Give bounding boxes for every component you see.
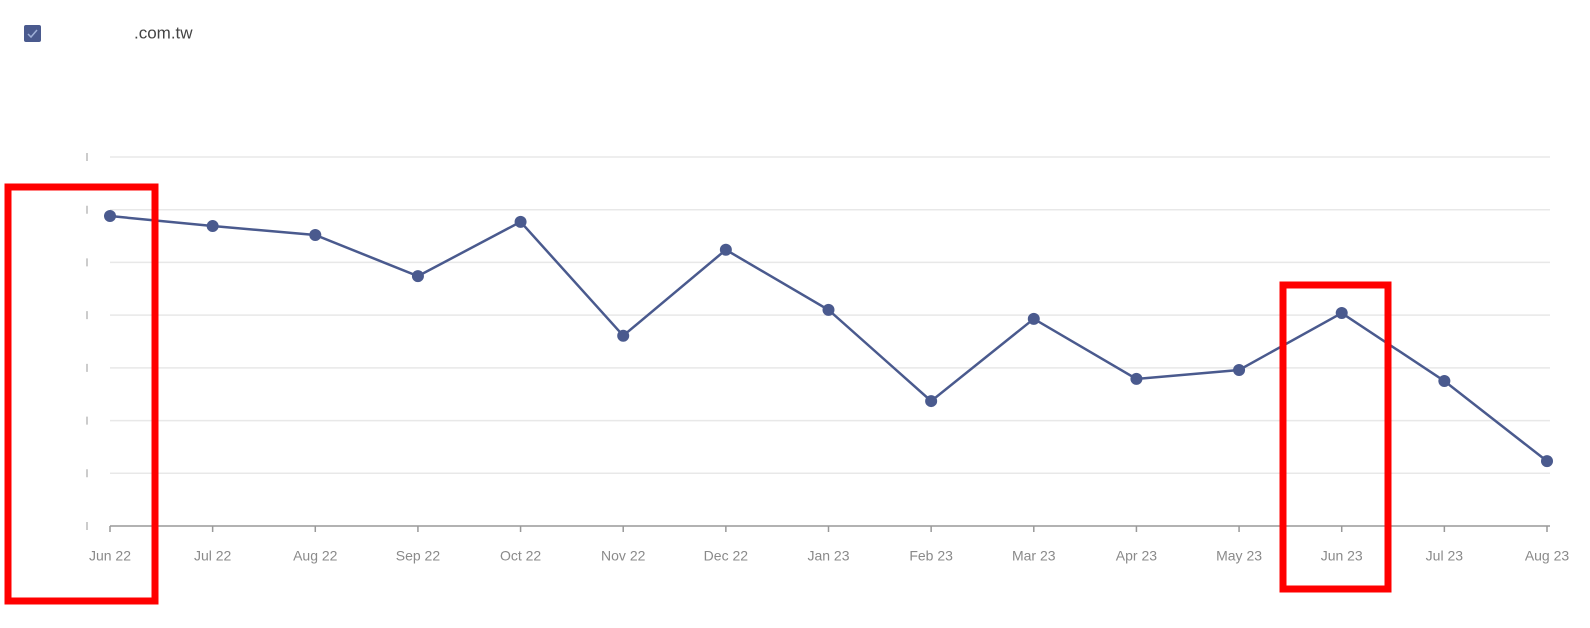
data-point xyxy=(1335,307,1348,320)
data-point xyxy=(206,220,219,233)
x-tick-label: Oct 22 xyxy=(500,548,541,564)
x-tick-label: May 23 xyxy=(1216,548,1262,564)
data-point xyxy=(617,329,630,342)
x-tick-label: Aug 22 xyxy=(293,548,338,564)
legend: .com.tw xyxy=(24,23,193,42)
legend-checkbox[interactable] xyxy=(24,25,41,42)
check-icon xyxy=(27,29,38,39)
x-tick-label: Jul 22 xyxy=(194,548,232,564)
data-point xyxy=(822,303,835,316)
x-tick-label: Mar 23 xyxy=(1012,548,1056,564)
highlight-box xyxy=(4,183,159,605)
data-point xyxy=(309,229,322,242)
x-tick-label: Jun 23 xyxy=(1321,548,1363,564)
data-point xyxy=(925,395,938,408)
x-tick-label: Sep 22 xyxy=(396,548,441,564)
x-tick-label: Apr 23 xyxy=(1116,548,1157,564)
data-point xyxy=(1027,312,1040,325)
x-tick-label: Aug 23 xyxy=(1525,548,1570,564)
data-point xyxy=(1130,372,1143,385)
x-tick-label: Jun 22 xyxy=(89,548,131,564)
data-point xyxy=(411,270,424,283)
plot-area: Jun 22 Jul 22 Aug 22 Sep 22 Oct 22 Nov 22 Dec … xyxy=(86,153,1570,564)
x-tick-label: Jan 23 xyxy=(807,548,849,564)
legend-label: .com.tw xyxy=(134,23,193,42)
highlight-box xyxy=(1279,281,1392,593)
data-point xyxy=(104,210,116,223)
data-point xyxy=(514,215,527,228)
data-point xyxy=(1233,363,1246,376)
series-line xyxy=(109,214,1548,463)
data-point xyxy=(719,243,732,256)
x-tick-label: Feb 23 xyxy=(909,548,953,564)
x-tick-label: Nov 22 xyxy=(601,548,646,564)
x-tick-label: Jul 23 xyxy=(1426,548,1464,564)
data-point xyxy=(1541,455,1553,468)
data-point xyxy=(1438,375,1451,388)
x-tick-label: Dec 22 xyxy=(704,548,749,564)
